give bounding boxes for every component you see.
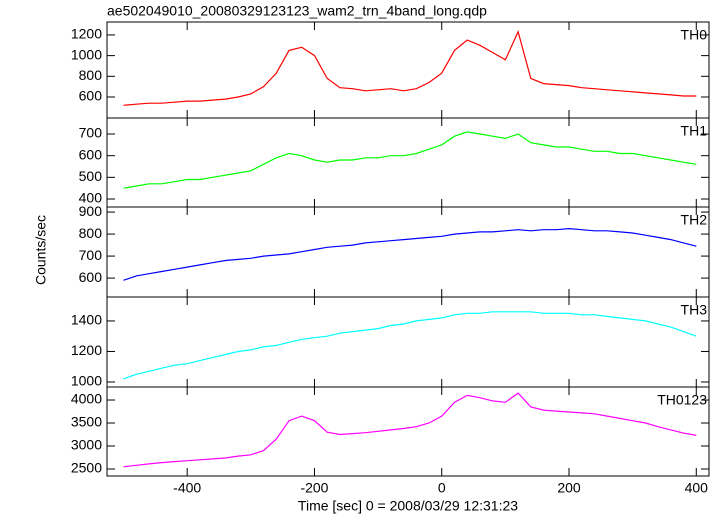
x-tick-label: 0 <box>438 480 446 496</box>
y-tick-label: 600 <box>79 269 103 285</box>
data-line <box>123 227 697 281</box>
y-tick-label: 3500 <box>71 414 102 430</box>
y-tick-label: 1000 <box>71 46 102 62</box>
data-line <box>123 131 697 189</box>
x-tick-label: -200 <box>300 480 328 496</box>
data-line <box>123 392 697 468</box>
y-tick-label: 2500 <box>71 460 102 476</box>
legend-label: TH0123 <box>657 392 707 408</box>
y-tick-label: 1200 <box>71 342 102 358</box>
panel-frame <box>106 386 710 477</box>
y-tick-label: 1000 <box>71 373 102 389</box>
panel-frame <box>106 117 710 208</box>
chart-title: ae502049010_20080329123123_wam2_trn_4ban… <box>107 3 487 19</box>
y-tick-label: 800 <box>79 225 103 241</box>
y-tick-label: 600 <box>79 146 103 162</box>
panel-frame <box>106 296 710 388</box>
y-tick-label: 1400 <box>71 312 102 328</box>
y-tick-label: 4000 <box>71 391 102 407</box>
y-tick-label: 800 <box>79 67 103 83</box>
y-tick-label: 400 <box>79 190 103 206</box>
x-tick-label: -400 <box>173 480 201 496</box>
y-tick-label: 700 <box>79 125 103 141</box>
data-line <box>123 311 697 380</box>
panel-frame <box>106 21 710 119</box>
panel-frame <box>106 206 710 298</box>
y-tick-label: 1200 <box>71 26 102 42</box>
y-tick-label: 900 <box>79 203 103 219</box>
y-tick-label: 600 <box>79 88 103 104</box>
y-axis-label: Counts/sec <box>33 215 49 285</box>
legend-label: TH1 <box>681 123 708 139</box>
legend-label: TH3 <box>681 302 708 318</box>
data-line <box>123 30 697 106</box>
x-axis-label: Time [sec] 0 = 2008/03/29 12:31:23 <box>298 498 518 514</box>
y-tick-label: 3000 <box>71 437 102 453</box>
y-tick-label: 700 <box>79 247 103 263</box>
legend-label: TH0 <box>681 27 708 43</box>
legend-label: TH2 <box>681 212 708 228</box>
x-tick-label: 200 <box>557 480 581 496</box>
x-tick-label: 400 <box>685 480 709 496</box>
y-tick-label: 500 <box>79 168 103 184</box>
